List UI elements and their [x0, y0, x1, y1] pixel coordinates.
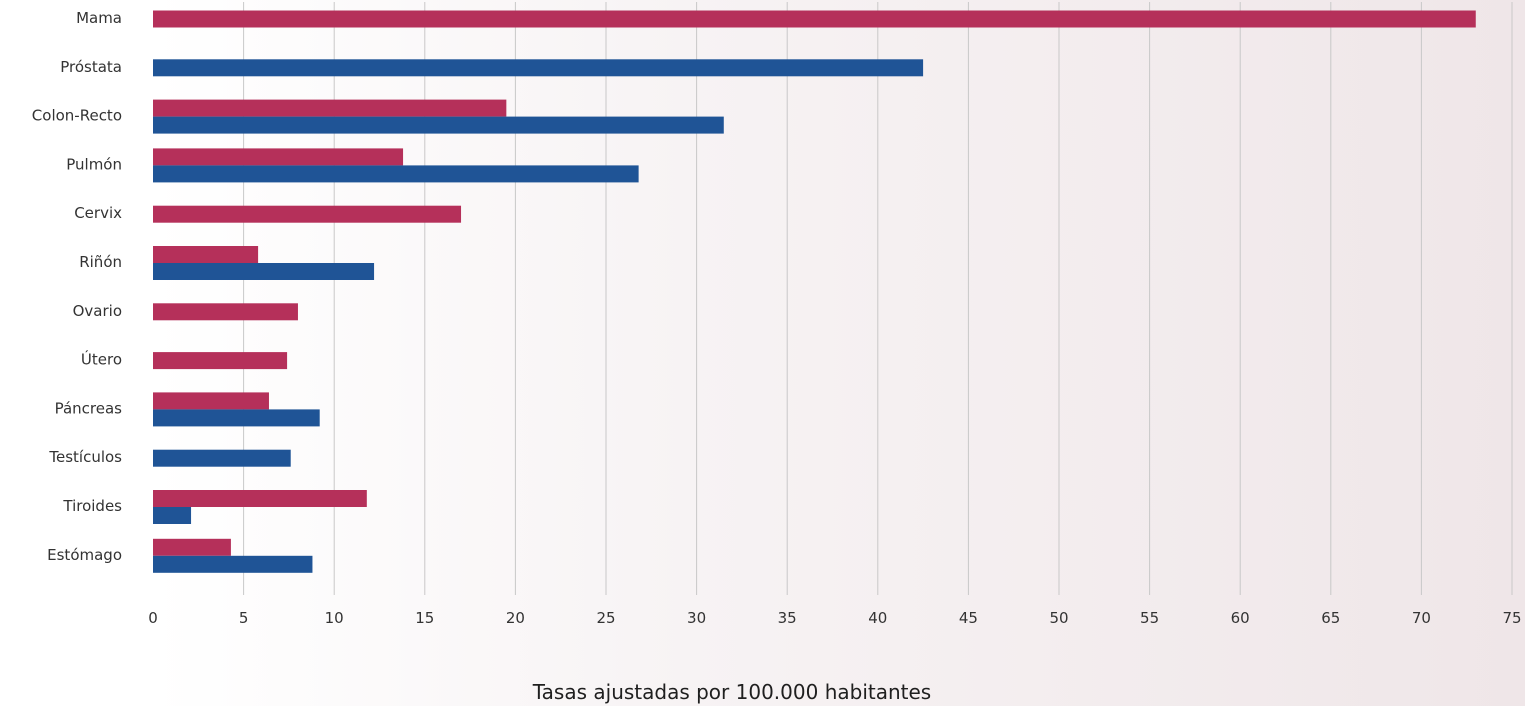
x-tick-label: 10: [325, 609, 344, 627]
x-tick-label: 45: [959, 609, 978, 627]
x-tick-label: 20: [506, 609, 525, 627]
category-label: Tiroides: [62, 497, 122, 515]
category-label: Pulmón: [66, 155, 122, 173]
bar: [153, 352, 288, 370]
bar: [153, 99, 507, 117]
category-label: Próstata: [60, 58, 122, 76]
x-tick-label: 60: [1231, 609, 1250, 627]
grid-layer: [243, 2, 1513, 595]
category-label: Estómago: [47, 546, 122, 564]
bar: [153, 59, 924, 77]
bar: [153, 116, 724, 134]
bar: [153, 555, 313, 573]
x-tick-label: 15: [415, 609, 434, 627]
x-tick-label: 65: [1321, 609, 1340, 627]
bar: [153, 303, 298, 321]
x-tick-label: 75: [1502, 609, 1521, 627]
bar: [153, 449, 291, 467]
category-label: Colon-Recto: [32, 107, 122, 125]
bars-layer: [153, 10, 1476, 573]
bar: [153, 538, 231, 556]
bar: [153, 205, 462, 223]
category-label: Testículos: [48, 448, 122, 466]
x-tick-label: 30: [687, 609, 706, 627]
x-tick-label: 55: [1140, 609, 1159, 627]
bar: [153, 165, 639, 183]
category-label: Cervix: [74, 204, 122, 222]
bar: [153, 246, 259, 263]
x-tick-label: 40: [868, 609, 887, 627]
category-label: Páncreas: [55, 399, 123, 417]
category-label: Mama: [76, 9, 122, 27]
x-axis-title: Tasas ajustadas por 100.000 habitantes: [532, 680, 931, 704]
bar: [153, 490, 367, 507]
bar: [153, 409, 320, 427]
bar: [153, 263, 375, 280]
bar: [153, 10, 1476, 28]
x-tick-label: 5: [239, 609, 249, 627]
x-tick-label: 70: [1412, 609, 1431, 627]
category-label: Riñón: [79, 253, 122, 271]
x-tick-label: 25: [596, 609, 615, 627]
category-label: Útero: [81, 350, 122, 369]
x-tick-label: 35: [778, 609, 797, 627]
x-tick-label: 0: [148, 609, 158, 627]
bar: [153, 507, 192, 524]
x-tick-labels: 0 5 10 15 20 25 30 35 40 45 50 55 60 65 70 75: [148, 609, 1521, 627]
x-tick-label: 50: [1049, 609, 1068, 627]
category-labels: Mama Próstata Colon-Recto Pulmón Cervix Riñón…: [32, 9, 122, 564]
bar: [153, 148, 404, 166]
category-label: Ovario: [73, 302, 122, 320]
bar: [153, 392, 269, 410]
